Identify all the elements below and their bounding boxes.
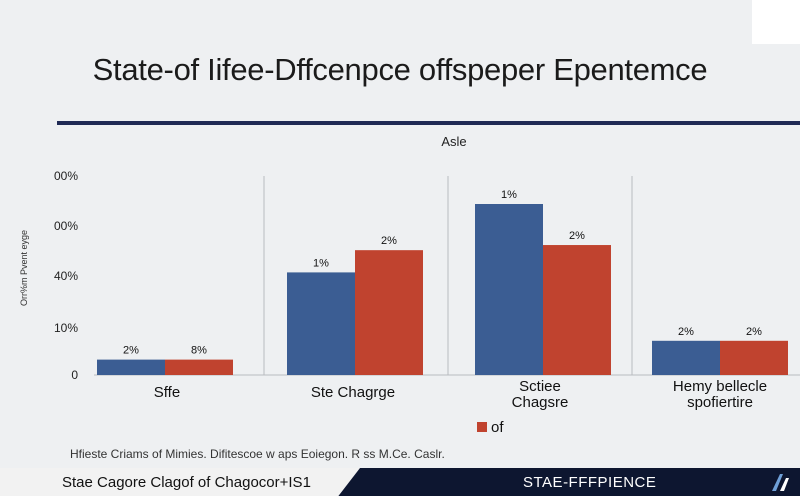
y-axis-label: Orr%m Pvent eyge	[19, 230, 29, 306]
category-label-3: Sctiee Chagsre	[512, 378, 569, 411]
y-tick-label: 40%	[54, 269, 78, 283]
bar-value-label: 2%	[569, 230, 585, 242]
bar-chart: Asle Orr%m Pvent eyge 00% 00% 40% 10% 0 2% 1%…	[19, 134, 800, 436]
legend-swatch	[477, 422, 487, 432]
category-label-1: Sffe	[154, 384, 180, 401]
y-tick-label: 00%	[54, 219, 78, 233]
bar-value-label: 2%	[123, 345, 139, 357]
category-label-4: Hemy bellecle spofiertire	[673, 378, 767, 411]
bar-value-label: 2%	[678, 326, 694, 338]
bar-series1-cat3	[475, 204, 543, 375]
bar-series2-cat3	[543, 245, 611, 375]
top-right-panel	[752, 0, 800, 44]
y-tick-label: 0	[71, 368, 78, 382]
bar-value-label: 2%	[381, 235, 397, 247]
title-divider	[57, 121, 800, 125]
footer-left-panel: Stae Cagore Clagof of Chagocor+IS1	[0, 468, 360, 496]
chart-footnote: Hfieste Criams of Mimies. Difitescoe w a…	[70, 447, 445, 461]
footer-bar: Stae Cagore Clagof of Chagocor+IS1 STAE-…	[0, 468, 800, 496]
bar-value-label: 2%	[746, 326, 762, 338]
bar-value-label: 8%	[191, 345, 207, 357]
y-tick-label: 10%	[54, 321, 78, 335]
footer-right-text: STAE-FFFPIENCE	[523, 474, 657, 491]
legend-label: of	[491, 419, 504, 436]
bar-value-label: 1%	[313, 257, 329, 269]
bar-series2-cat2	[355, 250, 423, 375]
bar-series2-cat1	[165, 359, 233, 375]
bar-series1-cat1	[97, 359, 165, 375]
bar-series1-cat2	[287, 272, 355, 375]
y-tick-label: 00%	[54, 169, 78, 183]
bar-series1-cat4	[652, 340, 720, 375]
bar-value-label: 1%	[501, 189, 517, 201]
page-title: State-of Iifee-Dffcenpce offspeper Epent…	[92, 52, 708, 87]
bar-series2-cat4	[720, 340, 788, 375]
footer-left-text: Stae Cagore Clagof of Chagocor+IS1	[62, 474, 311, 491]
chart-title: Asle	[441, 134, 466, 149]
logo-icon	[772, 474, 789, 491]
category-label-2: Ste Chagrge	[311, 384, 395, 401]
